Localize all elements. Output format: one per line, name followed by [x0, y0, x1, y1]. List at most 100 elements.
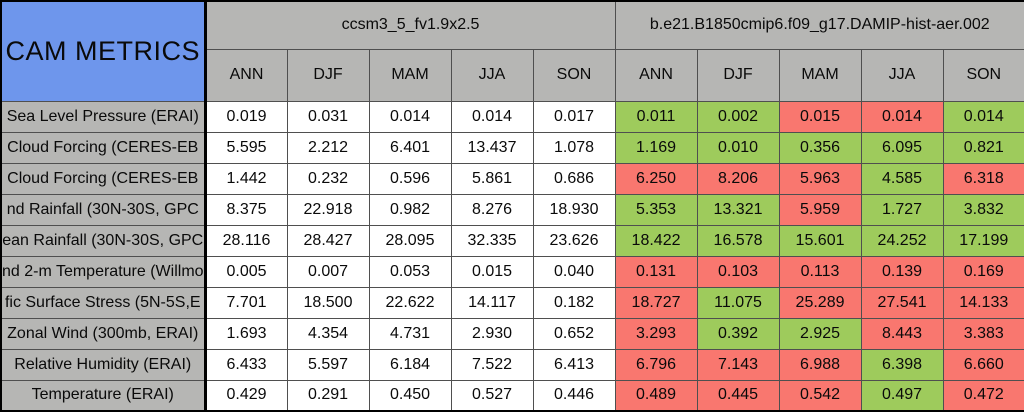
model2-value-cell: 7.143 — [696, 348, 780, 381]
model2-value-cell: 5.959 — [778, 193, 862, 226]
model2-value-cell: 25.289 — [778, 286, 862, 319]
metric-row: fic Surface Stress (5N-5S,E 7.701 18.500 22… — [0, 286, 1024, 319]
model2-value-cell: 6.398 — [860, 348, 944, 381]
model1-value-cell: 1.693 — [204, 317, 288, 350]
model2-value-cell: 4.585 — [860, 162, 944, 195]
metric-row: ean Rainfall (30N-30S, GPC 28.116 28.427 28… — [0, 224, 1024, 257]
model1-value-cell: 5.597 — [286, 348, 370, 381]
model1-value-cell: 28.116 — [204, 224, 288, 257]
season-col-ann-m1: ANN — [204, 48, 288, 102]
model2-value-cell: 18.727 — [614, 286, 698, 319]
model1-value-cell: 0.015 — [450, 255, 534, 288]
metric-label: fic Surface Stress (5N-5S,E — [0, 286, 207, 319]
model2-value-cell: 0.139 — [860, 255, 944, 288]
model2-value-cell: 15.601 — [778, 224, 862, 257]
model1-value-cell: 0.019 — [204, 100, 288, 133]
metric-label: Temperature (ERAI) — [0, 379, 207, 412]
season-col-mam-m2: MAM — [778, 48, 862, 102]
model2-value-cell: 0.014 — [860, 100, 944, 133]
model-header-row: CAM METRICS ccsm3_5_fv1.9x2.5 b.e21.B185… — [0, 0, 1024, 102]
model1-value-cell: 14.117 — [450, 286, 534, 319]
model1-value-cell: 0.652 — [532, 317, 616, 350]
model2-value-cell: 5.963 — [778, 162, 862, 195]
season-col-jja-m2: JJA — [860, 48, 944, 102]
model2-value-cell: 24.252 — [860, 224, 944, 257]
model1-value-cell: 1.078 — [532, 131, 616, 164]
model2-value-cell: 0.011 — [614, 100, 698, 133]
model1-value-cell: 4.354 — [286, 317, 370, 350]
model2-value-cell: 16.578 — [696, 224, 780, 257]
model1-value-cell: 8.375 — [204, 193, 288, 226]
model1-value-cell: 32.335 — [450, 224, 534, 257]
model1-value-cell: 7.701 — [204, 286, 288, 319]
model2-value-cell: 0.014 — [942, 100, 1024, 133]
season-col-mam-m1: MAM — [368, 48, 452, 102]
model1-value-cell: 0.596 — [368, 162, 452, 195]
model1-value-cell: 0.007 — [286, 255, 370, 288]
season-col-son-m1: SON — [532, 48, 616, 102]
model1-value-cell: 0.182 — [532, 286, 616, 319]
season-col-djf-m1: DJF — [286, 48, 370, 102]
metric-row: Sea Level Pressure (ERAI) 0.019 0.031 0.014… — [0, 100, 1024, 133]
model1-value-cell: 6.433 — [204, 348, 288, 381]
model1-header: ccsm3_5_fv1.9x2.5 — [204, 0, 616, 50]
model1-value-cell: 13.437 — [450, 131, 534, 164]
model1-value-cell: 1.442 — [204, 162, 288, 195]
model2-value-cell: 27.541 — [860, 286, 944, 319]
model2-value-cell: 0.392 — [696, 317, 780, 350]
model1-value-cell: 0.446 — [532, 379, 616, 412]
metric-label: ean Rainfall (30N-30S, GPC — [0, 224, 207, 257]
model1-value-cell: 2.930 — [450, 317, 534, 350]
metric-row: Relative Humidity (ERAI) 6.433 5.597 6.184 7… — [0, 348, 1024, 381]
model2-value-cell: 8.206 — [696, 162, 780, 195]
metric-label: Sea Level Pressure (ERAI) — [0, 100, 207, 133]
model1-value-cell: 4.731 — [368, 317, 452, 350]
metric-label: Cloud Forcing (CERES-EB — [0, 131, 207, 164]
model1-value-cell: 2.212 — [286, 131, 370, 164]
model1-value-cell: 0.291 — [286, 379, 370, 412]
model1-value-cell: 0.014 — [450, 100, 534, 133]
model2-value-cell: 6.796 — [614, 348, 698, 381]
model1-value-cell: 0.031 — [286, 100, 370, 133]
model2-value-cell: 6.250 — [614, 162, 698, 195]
model2-value-cell: 6.318 — [942, 162, 1024, 195]
model2-value-cell: 13.321 — [696, 193, 780, 226]
model2-value-cell: 11.075 — [696, 286, 780, 319]
model1-value-cell: 7.522 — [450, 348, 534, 381]
table-title: CAM METRICS — [0, 0, 207, 102]
season-col-jja-m1: JJA — [450, 48, 534, 102]
metric-row: Zonal Wind (300mb, ERAI) 1.693 4.354 4.731 2… — [0, 317, 1024, 350]
model1-value-cell: 18.500 — [286, 286, 370, 319]
model1-value-cell: 0.017 — [532, 100, 616, 133]
model2-value-cell: 0.497 — [860, 379, 944, 412]
metric-row: Cloud Forcing (CERES-EB 1.442 0.232 0.596 5.… — [0, 162, 1024, 195]
model2-value-cell: 0.010 — [696, 131, 780, 164]
metric-row: nd 2-m Temperature (Willmo 0.005 0.007 0.05… — [0, 255, 1024, 288]
season-col-djf-m2: DJF — [696, 48, 780, 102]
model1-value-cell: 6.401 — [368, 131, 452, 164]
model2-value-cell: 17.199 — [942, 224, 1024, 257]
model1-value-cell: 8.276 — [450, 193, 534, 226]
model1-value-cell: 6.184 — [368, 348, 452, 381]
model2-value-cell: 6.660 — [942, 348, 1024, 381]
model1-value-cell: 0.053 — [368, 255, 452, 288]
model1-value-cell: 18.930 — [532, 193, 616, 226]
season-col-son-m2: SON — [942, 48, 1024, 102]
metric-row: Cloud Forcing (CERES-EB 5.595 2.212 6.401 13… — [0, 131, 1024, 164]
season-col-ann-m2: ANN — [614, 48, 698, 102]
model2-value-cell: 1.727 — [860, 193, 944, 226]
model1-value-cell: 22.622 — [368, 286, 452, 319]
model1-value-cell: 0.040 — [532, 255, 616, 288]
metric-label: nd Rainfall (30N-30S, GPC — [0, 193, 207, 226]
model2-value-cell: 0.472 — [942, 379, 1024, 412]
metric-rows-body: Sea Level Pressure (ERAI) 0.019 0.031 0.014… — [0, 100, 1024, 412]
metric-row: nd Rainfall (30N-30S, GPC 8.375 22.918 0.98… — [0, 193, 1024, 226]
model1-value-cell: 0.429 — [204, 379, 288, 412]
model2-value-cell: 1.169 — [614, 131, 698, 164]
model2-value-cell: 18.422 — [614, 224, 698, 257]
model1-value-cell: 0.450 — [368, 379, 452, 412]
metric-label: Cloud Forcing (CERES-EB — [0, 162, 207, 195]
metric-label: Relative Humidity (ERAI) — [0, 348, 207, 381]
model2-value-cell: 0.015 — [778, 100, 862, 133]
model2-value-cell: 2.925 — [778, 317, 862, 350]
